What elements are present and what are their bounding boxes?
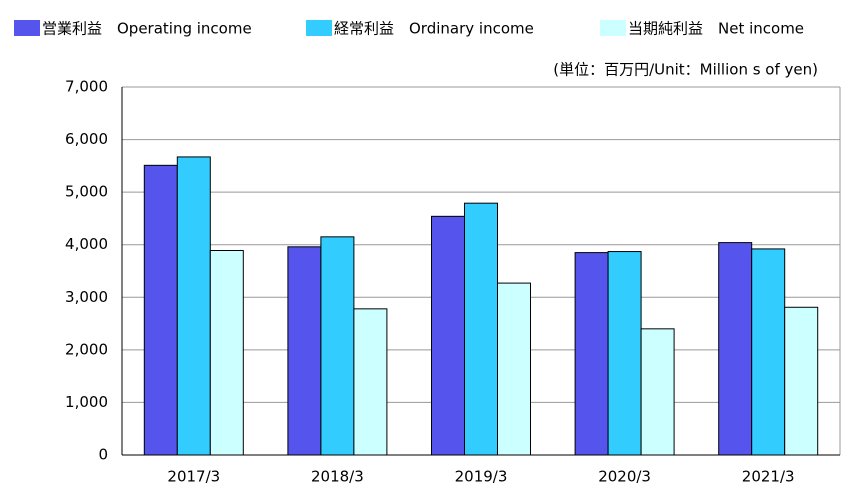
- y-tick-label: 6,000: [65, 130, 108, 148]
- x-tick-label: 2017/3: [167, 468, 220, 486]
- y-tick-label: 4,000: [65, 235, 108, 253]
- bar: [497, 282, 531, 456]
- bar: [143, 164, 178, 456]
- bar: [718, 242, 753, 456]
- legend-swatch: [14, 20, 40, 36]
- bar: [176, 156, 211, 456]
- legend-swatch: [306, 20, 332, 36]
- x-tick-label: 2021/3: [742, 468, 795, 486]
- bar: [607, 251, 642, 456]
- bar: [751, 248, 786, 456]
- legend-label: 営業利益 Operating income: [42, 20, 252, 38]
- bar: [464, 202, 498, 456]
- bar: [574, 252, 609, 456]
- x-tick-label: 2019/3: [455, 468, 508, 486]
- legend-label: 経常利益 Ordinary income: [334, 20, 534, 38]
- unit-note: (単位：百万円/Unit：Million s of yen): [553, 61, 818, 79]
- bar: [640, 328, 675, 456]
- legend-label: 当期純利益 Net income: [628, 20, 804, 38]
- bar: [431, 215, 465, 456]
- y-tick-label: 2,000: [65, 340, 108, 358]
- bar: [353, 308, 388, 456]
- y-tick-label: 5,000: [65, 183, 108, 201]
- y-tick-label: 3,000: [65, 288, 108, 306]
- x-tick-label: 2018/3: [311, 468, 364, 486]
- y-tick-label: 1,000: [65, 393, 108, 411]
- bar: [784, 306, 819, 456]
- y-tick-label: 7,000: [65, 78, 108, 96]
- x-tick-label: 2020/3: [598, 468, 651, 486]
- y-tick-label: 0: [98, 446, 108, 464]
- bar: [287, 246, 322, 456]
- bar: [209, 249, 244, 456]
- bar: [320, 236, 355, 456]
- legend-swatch: [600, 20, 626, 36]
